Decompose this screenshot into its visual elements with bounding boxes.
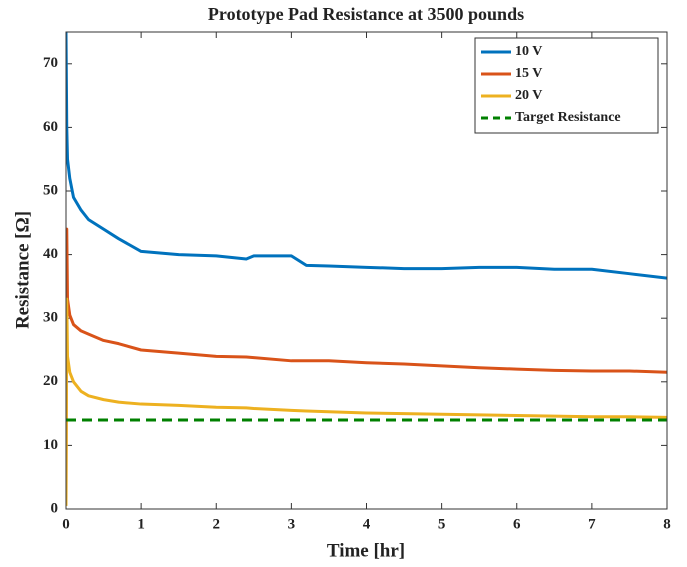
x-tick-label: 8 [663,516,671,532]
y-tick-label: 0 [51,500,59,516]
y-tick-label: 60 [43,119,58,135]
x-tick-label: 1 [137,516,145,532]
plot-frame [65,31,668,510]
x-tick-label: 0 [62,516,70,532]
y-tick-label: 70 [43,55,58,71]
y-tick-label: 30 [43,310,58,326]
series-line [66,297,667,506]
series-line [66,227,667,503]
x-tick-label: 5 [438,516,446,532]
x-tick-label: 7 [588,516,596,532]
legend-label: 10 V [515,44,542,59]
x-tick-label: 3 [288,516,296,532]
x-axis-label: Time [hr] [327,540,405,561]
y-axis-label: Resistance [Ω] [12,211,33,329]
y-tick-label: 10 [43,437,58,453]
y-tick-label: 40 [43,246,58,262]
legend-label: 15 V [515,66,542,81]
legend-label: 20 V [515,88,542,103]
y-tick-label: 20 [43,373,58,389]
chart-title: Prototype Pad Resistance at 3500 pounds [208,4,524,24]
legend-label: Target Resistance [515,110,621,125]
x-tick-label: 2 [213,516,221,532]
x-tick-label: 4 [363,516,371,532]
series-line [66,32,667,280]
y-tick-label: 50 [43,182,58,198]
x-tick-label: 6 [513,516,521,532]
